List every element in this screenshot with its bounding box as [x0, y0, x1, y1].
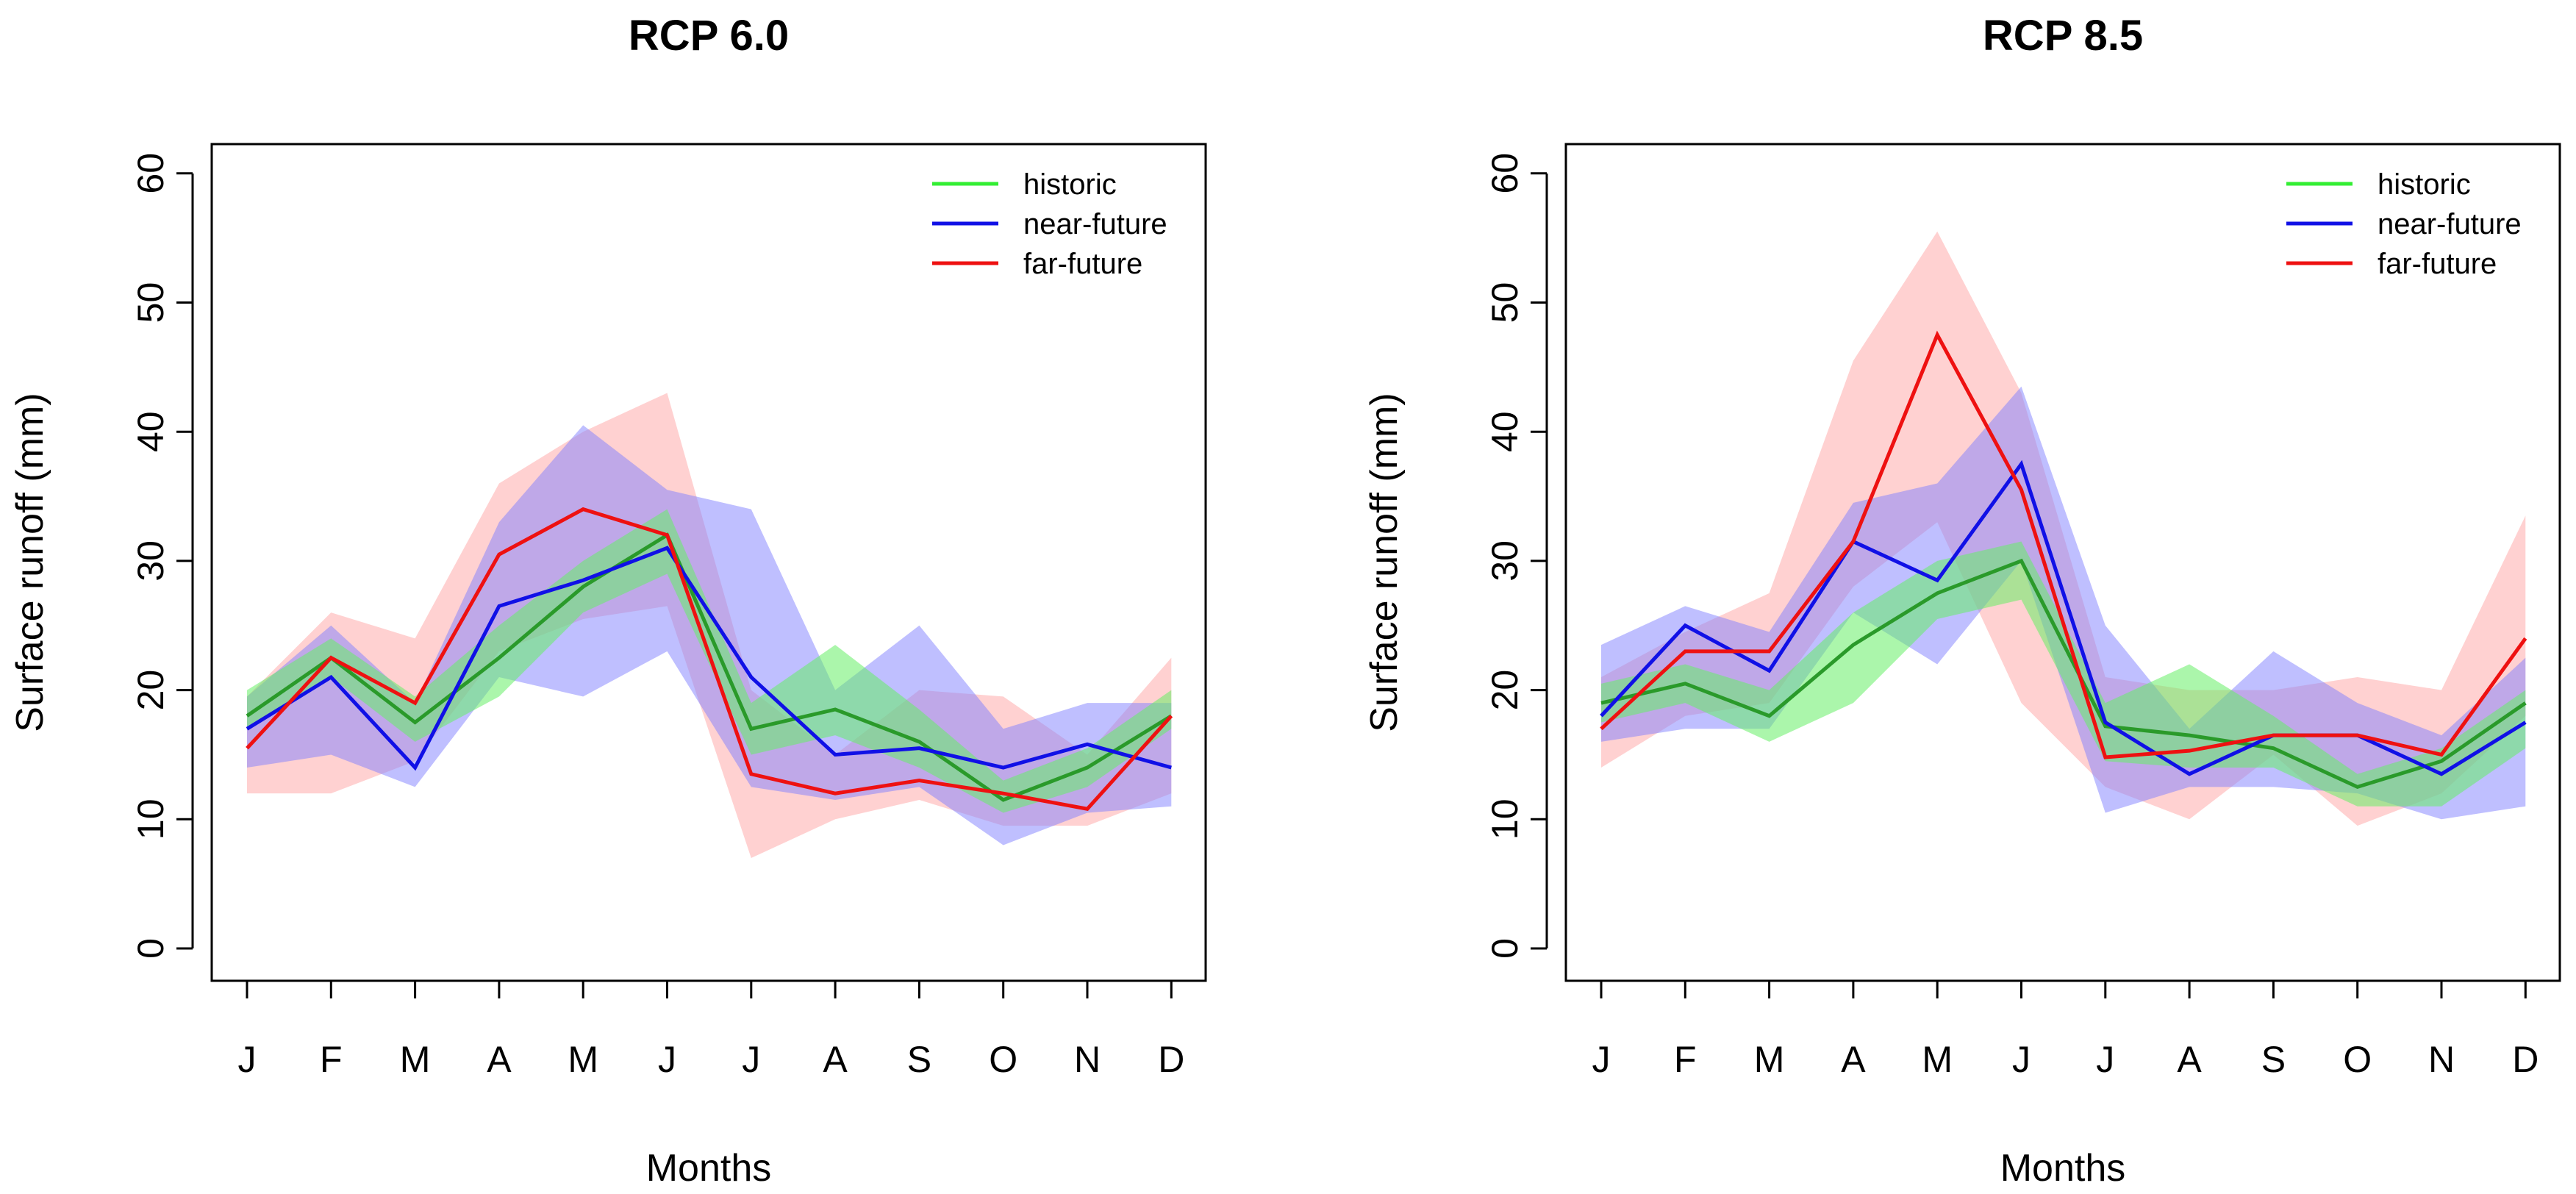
x-tick-label: F — [320, 1039, 343, 1080]
x-axis-label: Months — [646, 1147, 772, 1190]
y-axis: 0 10 20 30 40 50 60 — [1484, 153, 1548, 959]
legend-label: historic — [2378, 168, 2471, 201]
x-tick-label: A — [487, 1039, 512, 1080]
x-tick-label: J — [742, 1039, 760, 1080]
x-tick-label: J — [658, 1039, 676, 1080]
x-tick-label: M — [1922, 1039, 1953, 1080]
x-tick-label: A — [2177, 1039, 2202, 1080]
x-tick-label: N — [1074, 1039, 1101, 1080]
far-future-line — [246, 507, 1173, 811]
y-tick-label: 40 — [1484, 411, 1525, 452]
historic-band — [247, 509, 1172, 813]
series-lines — [246, 507, 1173, 811]
legend-label: far-future — [2378, 248, 2497, 280]
near-future-line — [246, 546, 1172, 771]
x-tick-label: O — [2343, 1039, 2372, 1080]
legend: historic near-future far-future — [932, 168, 1167, 280]
y-tick-label: 30 — [130, 540, 171, 582]
y-axis-label: Surface runoff (mm) — [1363, 393, 1406, 732]
x-tick-label: M — [400, 1039, 431, 1080]
y-tick-label: 60 — [1484, 153, 1525, 194]
x-tick-label: J — [238, 1039, 257, 1080]
x-axis-label: Months — [2000, 1147, 2126, 1190]
y-tick-label: 0 — [1484, 938, 1525, 959]
x-tick-label: O — [989, 1039, 1017, 1080]
far-future-line — [1600, 330, 2527, 759]
x-tick-label: F — [1674, 1039, 1697, 1080]
near-future-line — [1600, 460, 2527, 776]
y-tick-label: 20 — [130, 670, 171, 711]
legend-label: near-future — [1023, 208, 1167, 240]
y-tick-label: 0 — [130, 938, 171, 959]
x-tick-label: A — [823, 1039, 848, 1080]
x-tick-label: J — [1592, 1039, 1611, 1080]
y-tick-label: 50 — [1484, 282, 1525, 323]
y-tick-label: 50 — [130, 282, 171, 323]
x-tick-label: A — [1841, 1039, 1866, 1080]
x-tick-label: M — [568, 1039, 598, 1080]
x-tick-label: S — [907, 1039, 931, 1080]
historic-band — [1601, 541, 2526, 807]
x-tick-label: N — [2428, 1039, 2455, 1080]
y-axis: 0 10 20 30 40 50 60 — [130, 153, 194, 959]
legend: historic near-future far-future — [2286, 168, 2522, 280]
legend-label: near-future — [2378, 208, 2522, 240]
chart-title: RCP 8.5 — [1983, 12, 2143, 60]
legend-label: historic — [1023, 168, 1117, 201]
x-tick-label: D — [1158, 1039, 1184, 1080]
historic-line — [1600, 558, 2527, 790]
y-tick-label: 60 — [130, 153, 171, 194]
chart-panel-rcp85: RCP 8.5 0 10 20 30 40 50 60 J F M A M J J A S O N D Month… — [1363, 12, 2561, 1190]
chart-title: RCP 6.0 — [629, 12, 789, 60]
y-tick-label: 30 — [1484, 540, 1525, 582]
y-tick-label: 10 — [130, 798, 171, 840]
x-tick-label: M — [1754, 1039, 1785, 1080]
confidence-bands — [1601, 231, 2526, 826]
x-tick-label: J — [2096, 1039, 2114, 1080]
y-tick-label: 10 — [1484, 798, 1525, 840]
y-axis-label: Surface runoff (mm) — [9, 393, 51, 732]
y-tick-label: 20 — [1484, 670, 1525, 711]
x-tick-label: S — [2261, 1039, 2286, 1080]
x-tick-label: D — [2512, 1039, 2539, 1080]
y-tick-label: 40 — [130, 411, 171, 452]
chart-panel-rcp60: RCP 6.0 0 10 20 30 40 50 60 J F M A M J J A S O N D Month… — [9, 12, 1207, 1190]
legend-label: far-future — [1023, 248, 1142, 280]
near-future-band — [1601, 386, 2526, 820]
x-tick-label: J — [2012, 1039, 2031, 1080]
series-lines — [1600, 330, 2527, 790]
